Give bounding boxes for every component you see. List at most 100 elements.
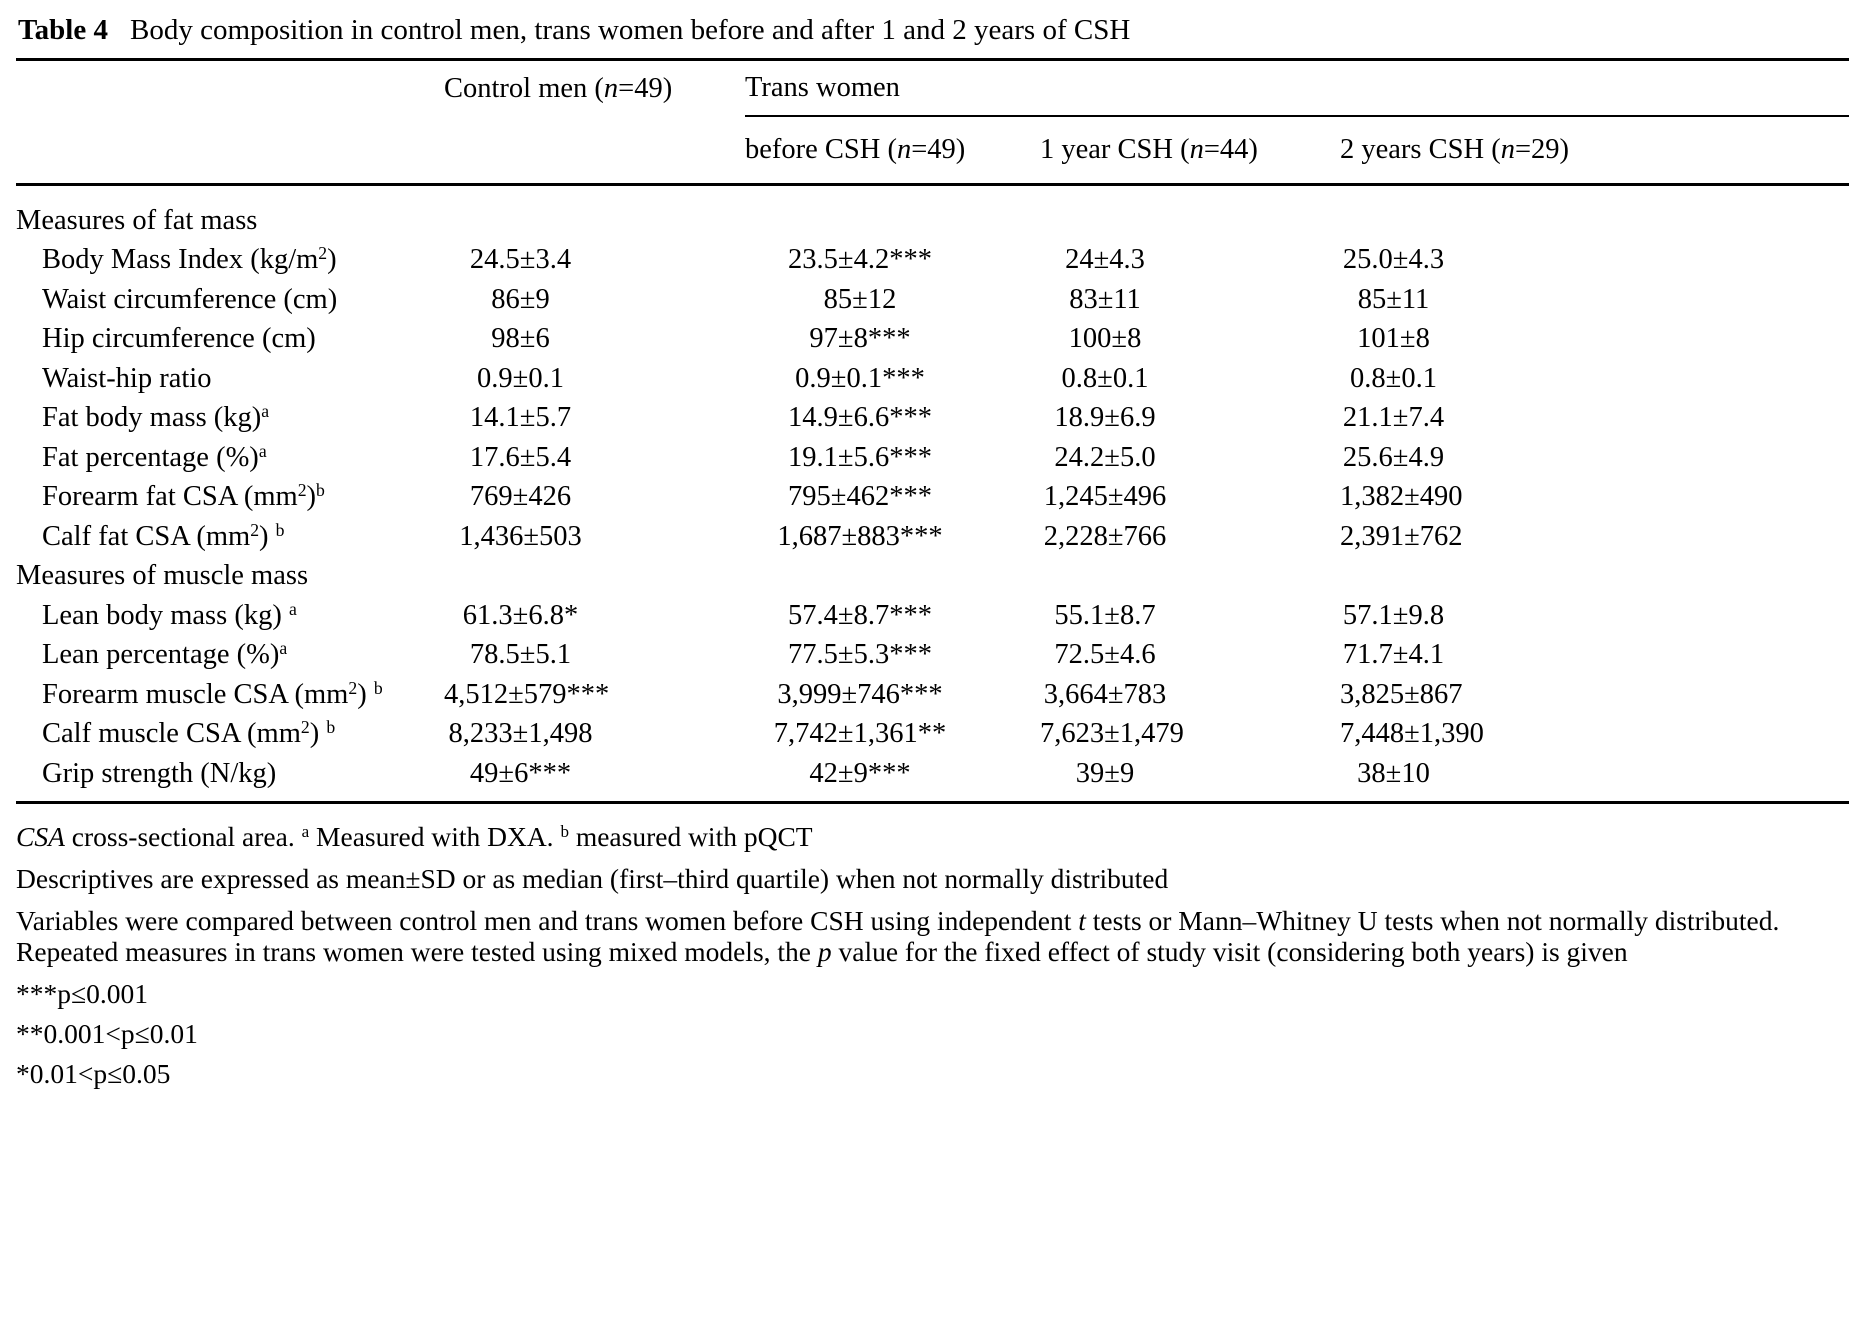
- cell-value: 85±12: [823, 283, 897, 315]
- cell-value: 0.8±0.1: [1061, 362, 1149, 394]
- cell-value: 85±11: [1357, 283, 1430, 315]
- cell-value: 2,228±766: [1043, 520, 1167, 552]
- column-group-trans-women: Trans women: [745, 59, 1849, 117]
- row-label: Lean body mass (kg) a: [42, 598, 297, 631]
- cell-value: 98±6: [491, 323, 550, 355]
- row-label: Fat percentage (%)a: [42, 440, 267, 473]
- row-label: Forearm fat CSA (mm2)b: [42, 480, 325, 513]
- cell-value: 55.1±8.7: [1054, 599, 1156, 631]
- cell-value: 795±462***: [788, 481, 932, 513]
- column-header-1-year-csh: 1 year CSH (n=44): [1040, 116, 1340, 186]
- cell-value: 24±4.3: [1065, 244, 1145, 276]
- footnote: Descriptives are expressed as mean±SD or…: [16, 862, 1169, 894]
- header-row-groups: Control men (n=49) Trans women: [16, 59, 1849, 117]
- row-label: Body Mass Index (kg/m2): [42, 243, 337, 276]
- cell-value: 78.5±5.1: [469, 639, 572, 671]
- significance-note: ***p≤0.001: [16, 977, 148, 1009]
- cell-value: 17.6±5.4: [469, 441, 572, 473]
- cell-value: 19.1±5.6***: [788, 441, 932, 473]
- footnote: Variables were compared between control …: [16, 904, 1780, 967]
- cell-value: 1,245±496: [1043, 481, 1167, 513]
- cell-value: 769±426: [469, 481, 572, 513]
- cell-value: 7,742±1,361**: [773, 718, 947, 750]
- significance-note: *0.01<p≤0.05: [16, 1057, 171, 1089]
- row-label: Hip circumference (cm): [42, 323, 316, 355]
- cell-value: 25.0±4.3: [1342, 244, 1445, 276]
- cell-value: 23.5±4.2***: [788, 244, 932, 276]
- cell-value: 14.1±5.7: [469, 402, 572, 434]
- table-title-text: Body composition in control men, trans w…: [130, 14, 1131, 46]
- cell-value: 49±6***: [444, 754, 745, 804]
- cell-value: 97±8***: [809, 323, 911, 355]
- header-spacer: [444, 116, 745, 186]
- cell-value: 101±8: [1357, 323, 1430, 355]
- section-row: Measures of fat mass: [16, 185, 1849, 241]
- table-row: Calf fat CSA (mm2) b 1,436±503 1,687±883**…: [16, 517, 1849, 557]
- table-row: Forearm muscle CSA (mm2) b 4,512±579*** 3,…: [16, 675, 1849, 715]
- cell-value: 0.9±0.1: [477, 362, 564, 394]
- cell-value: 77.5±5.3***: [788, 639, 932, 671]
- cell-value: 3,664±783: [1043, 678, 1167, 710]
- cell-value: 61.3±6.8*: [462, 599, 579, 631]
- cell-value: 24.5±3.4: [469, 244, 572, 276]
- cell-value: 39±9: [1040, 754, 1340, 804]
- header-spacer: [16, 116, 444, 186]
- cell-value: 24.2±5.0: [1054, 441, 1156, 473]
- cell-value: 3,825±867: [1340, 678, 1463, 710]
- row-label: Fat body mass (kg)a: [42, 401, 270, 434]
- cell-value: 7,448±1,390: [1340, 718, 1484, 750]
- table-row: Calf muscle CSA (mm2) b 8,233±1,498 7,742±…: [16, 715, 1849, 755]
- cell-value: 57.1±9.8: [1342, 599, 1445, 631]
- cell-value: 0.9±0.1***: [795, 362, 925, 394]
- cell-value: 100±8: [1068, 323, 1142, 355]
- data-table: Control men (n=49) Trans women before CS…: [16, 58, 1849, 804]
- cell-value: 72.5±4.6: [1054, 639, 1156, 671]
- section-row-filler: [444, 185, 1849, 241]
- footnote: CSA cross-sectional area. a Measured wit…: [16, 820, 813, 852]
- table-row: Waist circumference (cm) 86±9 85±12 83±11 85…: [16, 280, 1849, 320]
- cell-value: 7,623±1,479: [1040, 718, 1184, 750]
- cell-value: 38±10: [1340, 754, 1849, 804]
- column-header-before-csh: before CSH (n=49): [745, 116, 1040, 186]
- row-label: Waist circumference (cm): [42, 283, 338, 315]
- cell-value: 57.4±8.7***: [788, 599, 932, 631]
- table-row: Fat body mass (kg)a 14.1±5.7 14.9±6.6*** 18…: [16, 399, 1849, 439]
- footnote-notes: CSA cross-sectional area. a Measured wit…: [16, 821, 1849, 967]
- significance-note: **0.001<p≤0.01: [16, 1017, 198, 1049]
- cell-value: 1,687±883***: [777, 520, 943, 552]
- row-label: Calf muscle CSA (mm2) b: [42, 717, 336, 750]
- table-body: Measures of fat mass Body Mass Index (kg/…: [16, 185, 1849, 804]
- header-spacer: [16, 60, 444, 117]
- footnotes: CSA cross-sectional area. a Measured wit…: [16, 804, 1849, 1089]
- table-row: Fat percentage (%)a 17.6±5.4 19.1±5.6*** 24…: [16, 438, 1849, 478]
- row-label: Calf fat CSA (mm2) b: [42, 519, 285, 552]
- table-row: Forearm fat CSA (mm2)b 769±426 795±462*** 1…: [16, 478, 1849, 518]
- table-number: Table 4: [18, 14, 108, 46]
- section-row-filler: [444, 557, 1849, 597]
- cell-value: 18.9±6.9: [1054, 402, 1156, 434]
- row-label: Lean percentage (%)a: [42, 638, 288, 671]
- cell-value: 8,233±1,498: [448, 718, 593, 750]
- cell-value: 71.7±4.1: [1342, 639, 1445, 671]
- cell-value: 1,436±503: [459, 520, 582, 552]
- cell-value: 1,382±490: [1340, 481, 1463, 513]
- section-label: Measures of fat mass: [16, 204, 258, 236]
- table-row: Lean body mass (kg) a 61.3±6.8* 57.4±8.7**…: [16, 596, 1849, 636]
- table-row: Lean percentage (%)a 78.5±5.1 77.5±5.3*** 7…: [16, 636, 1849, 676]
- cell-value: 42±9***: [745, 754, 1040, 804]
- table-header: Control men (n=49) Trans women before CS…: [16, 59, 1849, 186]
- cell-value: 3,999±746***: [777, 678, 943, 710]
- section-label: Measures of muscle mass: [16, 560, 309, 592]
- column-header-2-years-csh: 2 years CSH (n=29): [1340, 116, 1849, 186]
- table-row: Hip circumference (cm) 98±6 97±8*** 100±8 10…: [16, 320, 1849, 360]
- cell-value: 86±9: [491, 283, 550, 315]
- cell-value: 21.1±7.4: [1342, 402, 1445, 434]
- row-label: Grip strength (N/kg): [16, 754, 444, 804]
- cell-value: 0.8±0.1: [1350, 362, 1437, 394]
- cell-value: 25.6±4.9: [1342, 441, 1445, 473]
- header-row-subcolumns: before CSH (n=49) 1 year CSH (n=44) 2 ye…: [16, 116, 1849, 186]
- cell-value: 14.9±6.6***: [788, 402, 932, 434]
- table-row: Grip strength (N/kg) 49±6*** 42±9*** 39±9 38…: [16, 754, 1849, 804]
- significance-notes: ***p≤0.001 **0.001<p≤0.01 *0.01<p≤0.05: [16, 978, 1849, 1089]
- row-label: Waist-hip ratio: [42, 362, 212, 394]
